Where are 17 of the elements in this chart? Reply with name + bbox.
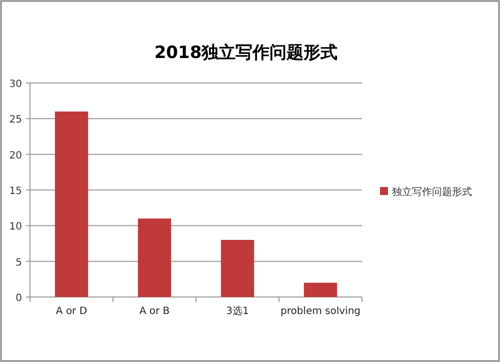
legend-label: 独立写作问题形式 [392, 186, 472, 198]
y-tick-label: 5 [16, 257, 22, 268]
y-tick-label: 25 [9, 114, 22, 126]
bar [54, 112, 88, 297]
y-tick-label: 20 [9, 150, 22, 162]
x-tick-label: problem solving [280, 306, 361, 317]
bar [138, 218, 172, 297]
chart-title: 2018独立写作问题形式 [154, 43, 338, 63]
y-tick-label: 10 [9, 222, 22, 233]
x-tick-label: A or B [139, 306, 170, 317]
x-tick-label: A or D [56, 306, 88, 317]
y-tick-label: 30 [9, 79, 22, 90]
bar [220, 240, 254, 297]
x-tick-label: 3选1 [226, 305, 249, 317]
y-tick-label: 0 [16, 293, 22, 304]
bar [304, 282, 338, 297]
y-tick-label: 15 [9, 186, 22, 197]
